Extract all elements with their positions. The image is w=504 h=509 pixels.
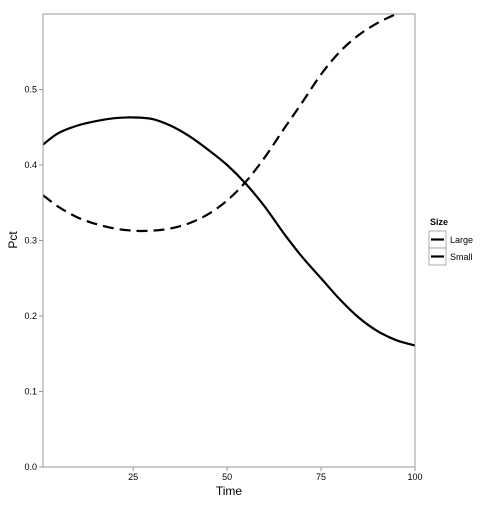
y-tick-label: 0.1 xyxy=(24,387,37,397)
x-tick-label: 50 xyxy=(222,472,232,482)
legend: Size Large Small xyxy=(428,217,473,266)
series-line-large xyxy=(43,116,415,347)
y-tick-label: 0.5 xyxy=(24,85,37,95)
y-axis-title: Pct xyxy=(6,231,20,249)
y-tick-label: 0.2 xyxy=(24,311,37,321)
legend-label-small: Small xyxy=(450,252,473,262)
y-tick-label: 0.4 xyxy=(24,160,37,170)
series-group xyxy=(43,14,415,347)
legend-items: Large Small xyxy=(428,230,473,266)
y-tick-label: 0.3 xyxy=(24,236,37,246)
x-tick-label: 25 xyxy=(128,472,138,482)
x-tick-label: 100 xyxy=(407,472,422,482)
legend-title: Size xyxy=(430,217,448,227)
legend-key-small xyxy=(428,247,447,266)
legend-label-large: Large xyxy=(450,235,473,245)
x-tick-label: 75 xyxy=(316,472,326,482)
x-axis-ticks: 25 50 75 100 xyxy=(128,467,423,482)
y-tick-label: 0.0 xyxy=(24,462,37,472)
y-axis-ticks: 0.0 0.1 0.2 0.3 0.4 0.5 xyxy=(24,85,43,472)
legend-key-large xyxy=(428,230,447,249)
plot-background xyxy=(43,14,415,467)
x-axis-title: Time xyxy=(216,484,243,498)
